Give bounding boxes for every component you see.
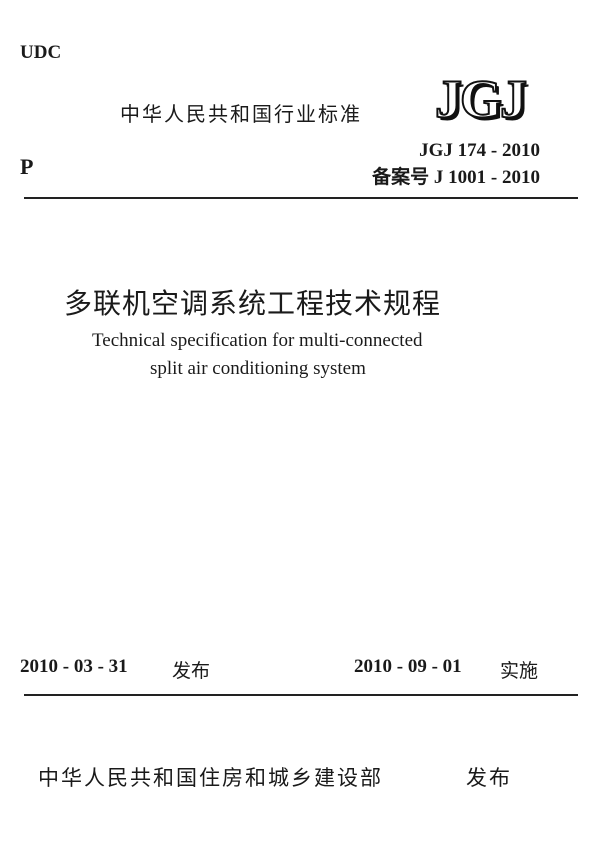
- udc-label: UDC: [20, 42, 62, 63]
- standard-number: JGJ 174 - 2010: [419, 140, 540, 161]
- bottom-divider: [24, 694, 578, 696]
- category-label: P: [20, 154, 34, 179]
- publisher: 中华人民共和国住房和城乡建设部: [38, 766, 383, 790]
- top-divider: [24, 197, 578, 199]
- title-chinese: 多联机空调系统工程技术规程: [64, 287, 442, 320]
- effective-date: 2010 - 09 - 01: [354, 656, 462, 677]
- record-number: 备案号 J 1001 - 2010: [372, 167, 540, 188]
- title-english-line2: split air conditioning system: [150, 358, 366, 379]
- title-english-line1: Technical specification for multi-connec…: [92, 330, 423, 351]
- publish-label: 发布: [466, 766, 512, 790]
- issuer-type: 中华人民共和国行业标准: [120, 102, 362, 126]
- effective-label: 实施: [500, 660, 539, 682]
- issue-label: 发布: [172, 660, 211, 682]
- jgj-logo: JGJ: [434, 69, 528, 129]
- issue-date: 2010 - 03 - 31: [20, 656, 128, 677]
